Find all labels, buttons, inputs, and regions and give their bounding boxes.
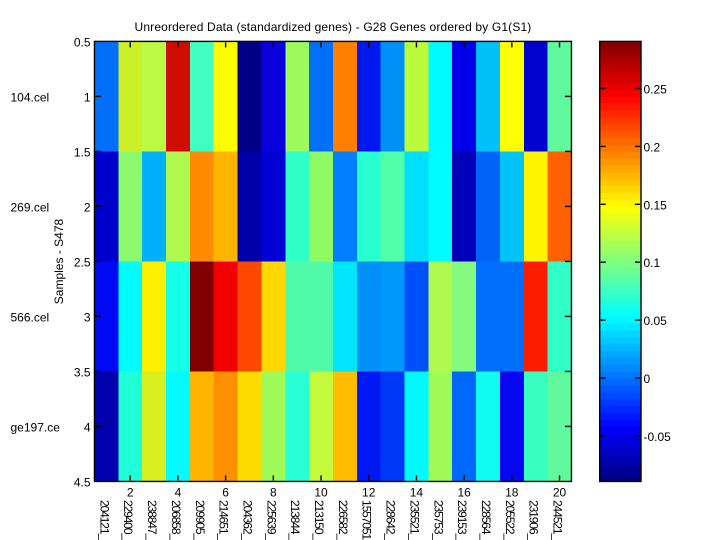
svg-text:1.5: 1.5 [74, 145, 91, 159]
svg-text:205522_: 205522_ [503, 500, 517, 540]
svg-text:0: 0 [644, 372, 651, 386]
svg-text:213844_: 213844_ [288, 500, 302, 540]
svg-text:0.1: 0.1 [644, 256, 661, 270]
svg-text:0.25: 0.25 [644, 83, 668, 97]
svg-text:214651_: 214651_ [217, 500, 231, 540]
svg-text:12: 12 [362, 486, 376, 500]
svg-text:2.5: 2.5 [74, 255, 91, 269]
svg-text:6: 6 [222, 486, 229, 500]
svg-text:14: 14 [410, 486, 424, 500]
svg-text:225639_: 225639_ [264, 500, 278, 540]
svg-text:Samples - S478: Samples - S478 [52, 218, 66, 304]
svg-text:Unreordered Data (standardized: Unreordered Data (standardized genes) - … [135, 20, 532, 34]
svg-text:229400_: 229400_ [121, 500, 135, 540]
svg-text:0.05: 0.05 [644, 314, 668, 328]
svg-text:238847_: 238847_ [145, 500, 159, 540]
svg-text:1557051: 1557051 [360, 500, 374, 540]
svg-text:ge197.ce: ge197.ce [11, 420, 61, 434]
svg-text:10: 10 [314, 486, 328, 500]
svg-text:209905_: 209905_ [193, 500, 207, 540]
svg-text:269.cel: 269.cel [11, 200, 50, 214]
svg-text:1: 1 [84, 90, 91, 104]
svg-text:4: 4 [84, 420, 91, 434]
svg-text:2: 2 [84, 200, 91, 214]
svg-text:239153_: 239153_ [455, 500, 469, 540]
svg-text:18: 18 [505, 486, 519, 500]
svg-text:228642_: 228642_ [384, 500, 398, 540]
svg-text:16: 16 [457, 486, 471, 500]
svg-text:3.5: 3.5 [74, 365, 91, 379]
svg-text:3: 3 [84, 310, 91, 324]
svg-text:0.15: 0.15 [644, 198, 668, 212]
svg-text:235521_: 235521_ [407, 500, 421, 540]
svg-text:4.5: 4.5 [74, 475, 91, 489]
svg-text:566.cel: 566.cel [11, 310, 50, 324]
svg-text:2: 2 [127, 486, 134, 500]
svg-text:228564_: 228564_ [479, 500, 493, 540]
svg-text:231906_: 231906_ [527, 500, 541, 540]
svg-text:206858_: 206858_ [169, 500, 183, 540]
svg-text:213150_: 213150_ [312, 500, 326, 540]
svg-text:244521_: 244521_ [551, 500, 565, 540]
svg-text:4: 4 [175, 486, 182, 500]
svg-text:235753_: 235753_ [431, 500, 445, 540]
svg-text:0.5: 0.5 [74, 35, 91, 49]
svg-text:204121_: 204121_ [97, 500, 111, 540]
svg-text:0.2: 0.2 [644, 140, 661, 154]
svg-text:-0.05: -0.05 [644, 430, 672, 444]
svg-text:8: 8 [270, 486, 277, 500]
svg-text:204362_: 204362_ [240, 500, 254, 540]
svg-text:104.cel: 104.cel [11, 90, 50, 104]
svg-text:20: 20 [553, 486, 567, 500]
svg-text:226582_: 226582_ [336, 500, 350, 540]
